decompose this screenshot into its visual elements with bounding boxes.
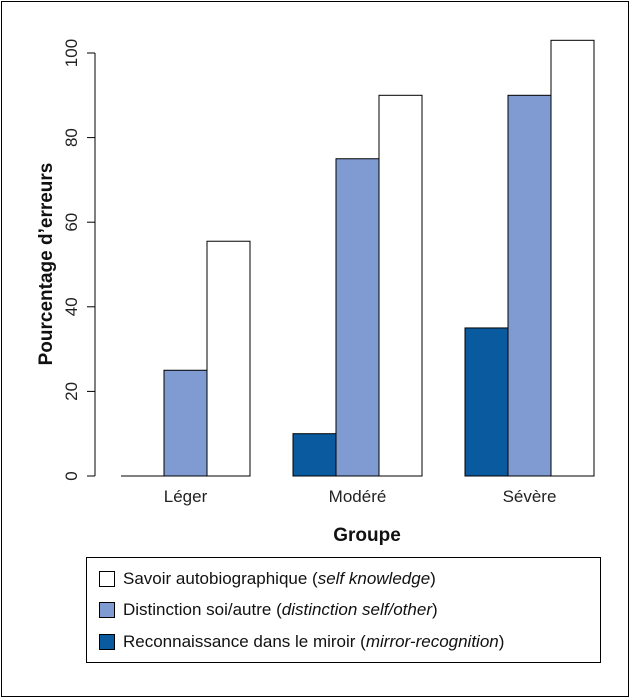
y-tick-label: 100 bbox=[62, 39, 81, 67]
x-category-label: Modéré bbox=[329, 487, 387, 506]
bars bbox=[121, 39, 595, 477]
legend-item-distinction: Distinction soi/autre (distinction self/… bbox=[99, 599, 438, 621]
bar bbox=[292, 433, 337, 477]
y-tick-label: 60 bbox=[62, 213, 81, 232]
y-tick-label: 80 bbox=[62, 128, 81, 147]
bar bbox=[464, 327, 509, 477]
legend-item-self-knowledge: Savoir autobiographique (self knowledge) bbox=[99, 568, 436, 590]
bar bbox=[335, 158, 380, 477]
bar bbox=[163, 369, 208, 477]
legend: Savoir autobiographique (self knowledge)… bbox=[86, 557, 601, 663]
y-axis: 0 20 40 60 80 100 bbox=[62, 39, 96, 481]
legend-label: Savoir autobiographique (self knowledge) bbox=[123, 569, 436, 588]
legend-swatch-white bbox=[99, 571, 115, 587]
bar bbox=[507, 94, 552, 477]
bar bbox=[206, 240, 251, 477]
y-axis-title: Pourcentage d’erreurs bbox=[36, 163, 57, 366]
x-axis-title: Groupe bbox=[333, 525, 401, 546]
legend-item-mirror: Reconnaissance dans le miroir (mirror-re… bbox=[99, 631, 504, 653]
y-tick-label: 40 bbox=[62, 297, 81, 316]
y-tick-label: 0 bbox=[62, 471, 81, 480]
x-category-label: Sévère bbox=[503, 487, 557, 506]
bar bbox=[378, 94, 423, 477]
legend-swatch-dark-blue bbox=[99, 634, 115, 650]
legend-label: Distinction soi/autre (distinction self/… bbox=[123, 600, 438, 619]
x-axis-labels: Léger Modéré Sévère bbox=[164, 487, 557, 506]
legend-label: Reconnaissance dans le miroir (mirror-re… bbox=[123, 632, 505, 651]
bar bbox=[550, 39, 595, 477]
y-tick-label: 20 bbox=[62, 382, 81, 401]
legend-swatch-light-blue bbox=[99, 602, 115, 618]
x-category-label: Léger bbox=[164, 487, 208, 506]
